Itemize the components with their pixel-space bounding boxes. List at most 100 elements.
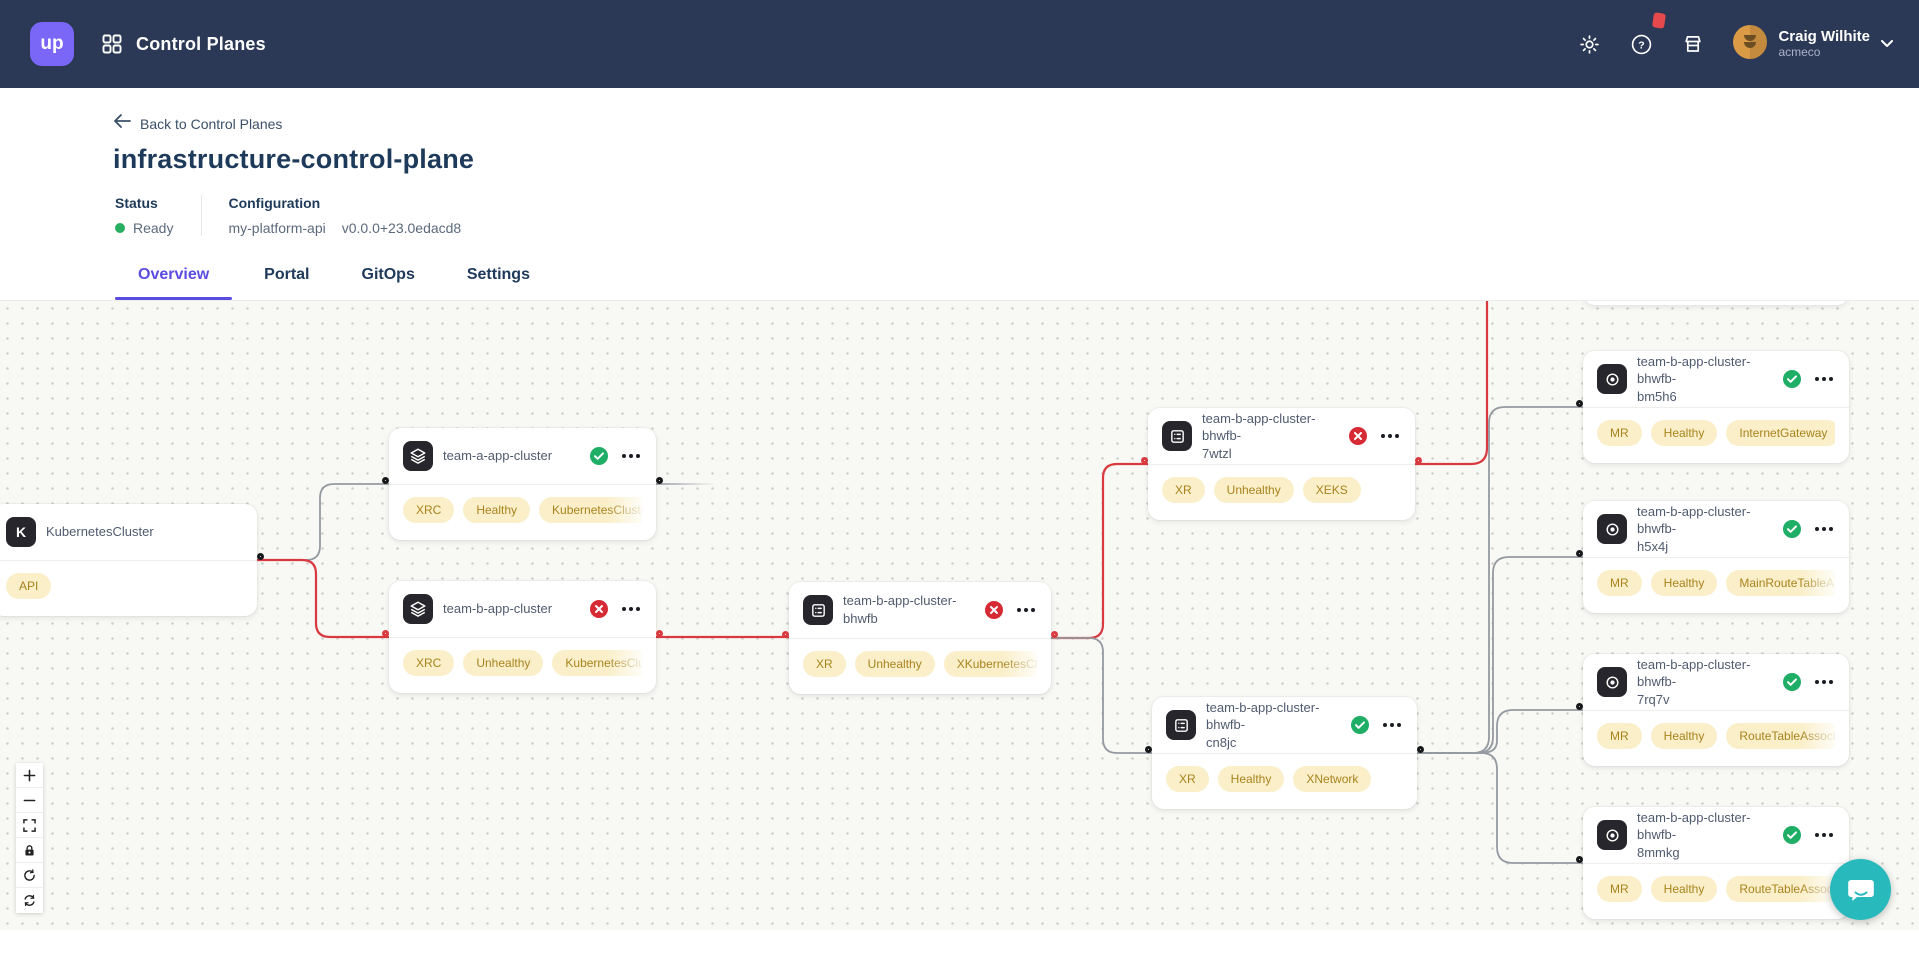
edge-handle[interactable]: [257, 553, 264, 560]
settings-gear-icon[interactable]: [1577, 32, 1601, 56]
fit-view-button[interactable]: [16, 813, 43, 838]
graph-node-team-b-app-cluster-bhwfb-bm5h6[interactable]: team-b-app-cluster-bhwfb- bm5h6 MR Healt…: [1576, 351, 1849, 463]
top-navbar: up Control Planes: [0, 0, 1919, 88]
graph-node-partial[interactable]: [1583, 301, 1849, 305]
node-menu-button[interactable]: [618, 448, 644, 464]
node-badge: RouteTableAssociation: [1726, 723, 1835, 749]
edge-handle[interactable]: [1576, 550, 1583, 557]
node-menu-button[interactable]: [1811, 827, 1837, 843]
zoom-in-button[interactable]: [16, 763, 43, 788]
edge-handle[interactable]: [1576, 400, 1583, 407]
node-badge: KubernetesCluster: [552, 650, 642, 676]
healthy-icon: [1783, 826, 1801, 844]
node-badge: XEKS: [1302, 477, 1361, 503]
edge-handle[interactable]: [382, 477, 389, 484]
refresh-button[interactable]: [16, 888, 43, 913]
edge-handle[interactable]: [1576, 856, 1583, 863]
node-badge: Unhealthy: [1213, 477, 1294, 503]
node-badge: RouteTableAssociation: [1726, 876, 1835, 902]
status-label: Status: [115, 195, 158, 211]
edge-handle[interactable]: [1415, 457, 1422, 464]
apps-grid-icon[interactable]: [100, 32, 124, 56]
node-badge: Healthy: [1650, 570, 1718, 596]
configuration-label: Configuration: [228, 195, 321, 211]
edge-handle[interactable]: [1417, 746, 1424, 753]
kubernetes-k-icon: K: [6, 517, 36, 547]
node-menu-button[interactable]: [1811, 674, 1837, 690]
node-menu-button[interactable]: [1013, 602, 1039, 618]
tab-gitops[interactable]: GitOps: [361, 266, 415, 283]
graph-node-kubernetescluster[interactable]: K KubernetesCluster API: [0, 504, 264, 616]
status-value: Ready: [133, 220, 174, 236]
node-title: team-b-app-cluster-bhwfb- bm5h6: [1637, 353, 1751, 404]
node-badge: XNetwork: [1293, 766, 1372, 792]
node-badge: XR: [1166, 766, 1209, 792]
node-badge: MR: [1597, 723, 1642, 749]
user-menu[interactable]: Craig Wilhite acmeco: [1733, 24, 1893, 64]
node-menu-button[interactable]: [618, 601, 644, 617]
node-menu-button[interactable]: [1811, 521, 1837, 537]
graph-node-team-b-app-cluster-bhwfb-8mmkg[interactable]: team-b-app-cluster-bhwfb- 8mmkg MR Healt…: [1576, 807, 1849, 919]
managed-resource-icon: [1597, 514, 1627, 544]
graph-node-team-b-app-cluster-bhwfb[interactable]: team-b-app-cluster-bhwfb XR Unhealthy XK…: [782, 582, 1058, 694]
user-name: Craig Wilhite: [1778, 28, 1870, 46]
edge-handle[interactable]: [656, 630, 663, 637]
node-badge: Healthy: [1650, 876, 1718, 902]
back-link[interactable]: Back to Control Planes: [114, 114, 1919, 133]
node-menu-button[interactable]: [1811, 371, 1837, 387]
edge-handle[interactable]: [1145, 746, 1152, 753]
lock-button[interactable]: [16, 838, 43, 863]
node-title: team-b-app-cluster-bhwfb- h5x4j: [1637, 503, 1751, 554]
node-badge: XRC: [403, 497, 455, 523]
healthy-icon: [1783, 520, 1801, 538]
logo-text: up: [40, 33, 64, 54]
graph-node-team-b-app-cluster[interactable]: team-b-app-cluster XRC Unhealthy Kuberne…: [382, 581, 663, 693]
node-title: team-b-app-cluster-bhwfb- 7wtzl: [1202, 410, 1316, 461]
page-title: infrastructure-control-plane: [113, 144, 475, 174]
node-badge: MainRouteTableAssociation: [1726, 570, 1835, 596]
node-title: team-b-app-cluster-bhwfb- 8mmkg: [1637, 809, 1751, 860]
configuration-name: my-platform-api: [228, 220, 326, 236]
tab-overview[interactable]: Overview: [115, 266, 233, 300]
healthy-icon: [1783, 370, 1801, 388]
graph-node-team-b-app-cluster-bhwfb-h5x4j[interactable]: team-b-app-cluster-bhwfb- h5x4j MR Healt…: [1576, 501, 1849, 613]
edge-handle[interactable]: [782, 631, 789, 638]
edge-handle[interactable]: [1141, 457, 1148, 464]
node-badge: InternetGateway: [1726, 420, 1835, 446]
node-badge: Healthy: [1650, 420, 1718, 446]
node-badge: MR: [1597, 876, 1642, 902]
graph-node-team-b-app-cluster-bhwfb-7wtzl[interactable]: team-b-app-cluster-bhwfb- 7wtzl XR Unhea…: [1141, 408, 1422, 520]
edge-handle[interactable]: [382, 630, 389, 637]
layers-icon: [403, 594, 433, 624]
graph-node-team-b-app-cluster-bhwfb-cn8jc[interactable]: team-b-app-cluster-bhwfb- cn8jc XR Healt…: [1145, 697, 1424, 809]
reset-view-button[interactable]: [16, 863, 43, 888]
node-menu-button[interactable]: [1377, 428, 1403, 444]
unhealthy-icon: [590, 600, 608, 618]
chat-bubble-icon: [1847, 879, 1874, 901]
resource-graph-canvas[interactable]: K KubernetesCluster API team-a-app-clust…: [0, 300, 1919, 930]
status-ready-dot: [115, 223, 125, 233]
unhealthy-icon: [985, 601, 1003, 619]
node-badge: KubernetesCluster: [539, 497, 642, 523]
chevron-down-icon[interactable]: [1881, 35, 1893, 53]
edge-handle[interactable]: [656, 477, 663, 484]
chat-launcher-button[interactable]: [1830, 859, 1891, 920]
upbound-logo[interactable]: up: [30, 22, 74, 66]
graph-node-team-a-app-cluster[interactable]: team-a-app-cluster XRC Healthy Kubernete…: [382, 428, 663, 540]
tab-settings[interactable]: Settings: [466, 266, 530, 283]
zoom-out-button[interactable]: [16, 788, 43, 813]
node-menu-button[interactable]: [1379, 717, 1405, 733]
back-link-label: Back to Control Planes: [140, 115, 283, 132]
graph-node-team-b-app-cluster-bhwfb-7rq7v[interactable]: team-b-app-cluster-bhwfb- 7rq7v MR Healt…: [1576, 654, 1849, 766]
node-badge: Unhealthy: [854, 651, 935, 677]
edge-handle[interactable]: [1051, 631, 1058, 638]
help-icon[interactable]: ?: [1629, 32, 1653, 56]
configuration-version: v0.0.0+23.0edacd8: [341, 220, 462, 236]
tab-portal[interactable]: Portal: [264, 266, 310, 283]
marketplace-icon[interactable]: [1681, 32, 1705, 56]
healthy-icon: [590, 447, 608, 465]
node-badge: MR: [1597, 420, 1642, 446]
composite-resource-icon: [1162, 421, 1192, 451]
node-title: team-b-app-cluster-bhwfb: [843, 593, 957, 626]
edge-handle[interactable]: [1576, 703, 1583, 710]
